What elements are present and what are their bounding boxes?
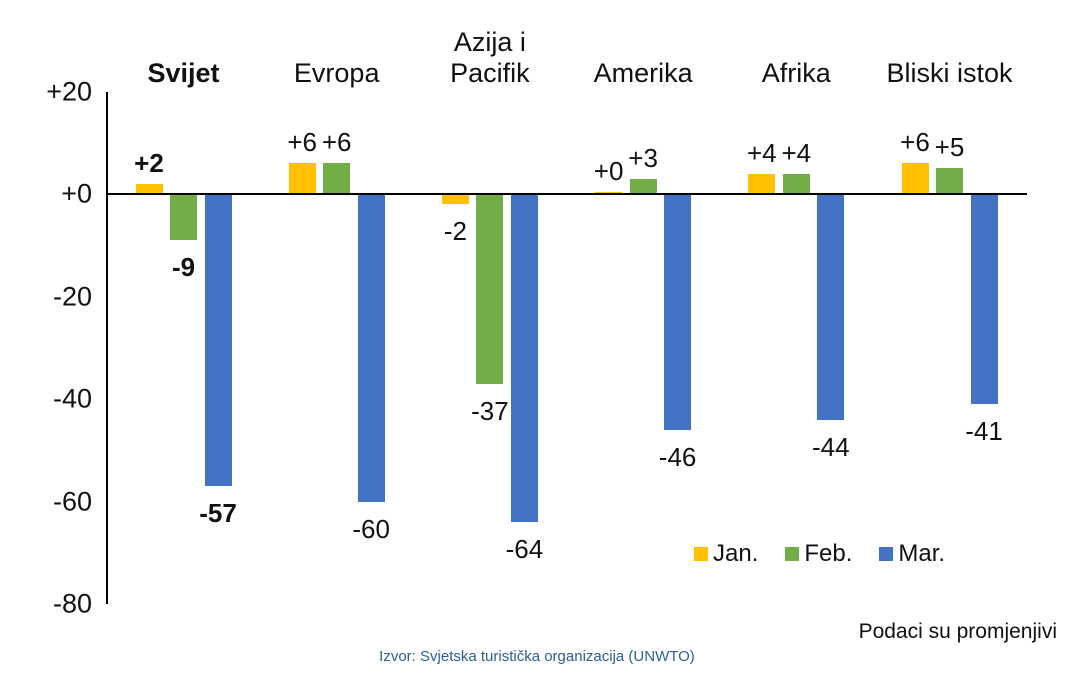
bar-jan-afrika <box>748 173 776 194</box>
bar-jan-evropa <box>288 163 316 194</box>
bar-feb-bliski-istok <box>936 168 963 194</box>
bar-mar-svijet <box>204 194 232 487</box>
y-axis-line <box>106 91 108 604</box>
bar-value-label-feb-evropa: +6 <box>321 127 352 158</box>
bar-value-label-jan-svijet: +2 <box>134 147 164 178</box>
y-tick-label-40: -40 <box>52 383 92 414</box>
bar-feb-afrika <box>782 173 810 194</box>
bar-feb-svijet <box>170 194 197 241</box>
bar-mar-bliski-istok <box>970 194 998 405</box>
bar-mar-azija-i-pacifik <box>510 194 538 522</box>
bar-value-label-mar-svijet: -57 <box>199 498 237 529</box>
bar-value-label-jan-amerika: +0 <box>593 156 624 186</box>
bar-value-label-feb-bliski-istok: +5 <box>934 132 965 163</box>
bar-value-label-mar-evropa: -60 <box>352 513 390 544</box>
bar-mar-afrika <box>817 194 845 420</box>
category-label-bliski-istok: Bliski istok <box>886 58 1013 88</box>
legend-label-mar: Mar. <box>898 540 946 567</box>
category-label-evropa: Evropa <box>293 58 380 88</box>
y-tick-label-20: +20 <box>46 76 92 106</box>
bar-value-label-mar-bliski-istok: -41 <box>965 416 1003 447</box>
bar-feb-amerika <box>629 178 657 194</box>
footer-note: Podaci su promjenjivi <box>858 620 1057 643</box>
source-note: Izvor: Svjetska turistička organizacija … <box>379 648 695 665</box>
y-tick-label-0: +0 <box>61 178 92 209</box>
legend-item-mar: Mar. <box>879 540 945 568</box>
category-label-amerika: Amerika <box>593 58 693 88</box>
bar-feb-azija-i-pacifik <box>476 194 504 384</box>
legend-swatch-mar-icon <box>879 547 894 561</box>
bar-value-label-feb-svijet: -9 <box>171 252 196 283</box>
x-axis-zero-line <box>106 193 1027 195</box>
bar-value-label-jan-azija-i-pacifik: -2 <box>443 216 467 247</box>
bar-value-label-jan-evropa: +6 <box>287 127 318 158</box>
bar-value-label-mar-azija-i-pacifik: -64 <box>505 534 544 564</box>
bar-mar-evropa <box>357 194 385 502</box>
legend-label-jan: Jan. <box>713 540 759 567</box>
legend-item-feb: Feb. <box>785 540 852 568</box>
legend-swatch-feb-icon <box>785 547 800 561</box>
bar-value-label-feb-amerika: +3 <box>628 142 658 173</box>
bar-feb-evropa <box>323 163 351 194</box>
category-label-afrika: Afrika <box>761 58 831 88</box>
category-label-azija-i-pacifik: Azija i Pacifik <box>450 27 530 88</box>
bar-value-label-jan-bliski-istok: +6 <box>900 127 930 158</box>
bar-value-label-feb-azija-i-pacifik: -37 <box>471 395 509 426</box>
bar-jan-azija-i-pacifik <box>441 194 469 205</box>
bar-value-label-mar-afrika: -44 <box>812 431 850 462</box>
bar-value-label-mar-amerika: -46 <box>658 441 697 472</box>
bar-value-label-feb-afrika: +4 <box>781 137 812 168</box>
legend: Jan. Feb. Mar. <box>694 540 945 568</box>
y-tick-label-80: -80 <box>52 588 92 619</box>
bar-mar-amerika <box>664 194 692 430</box>
bar-jan-svijet <box>135 183 163 194</box>
legend-label-feb: Feb. <box>804 540 853 567</box>
legend-swatch-jan-icon <box>694 547 708 561</box>
bar-jan-bliski-istok <box>901 163 929 194</box>
legend-item-jan: Jan. <box>694 540 758 568</box>
y-tick-label-20: -20 <box>52 281 92 311</box>
bar-value-label-jan-afrika: +4 <box>746 137 777 168</box>
category-label-svijet: Svijet <box>147 58 220 88</box>
y-tick-label-60: -60 <box>52 486 92 516</box>
